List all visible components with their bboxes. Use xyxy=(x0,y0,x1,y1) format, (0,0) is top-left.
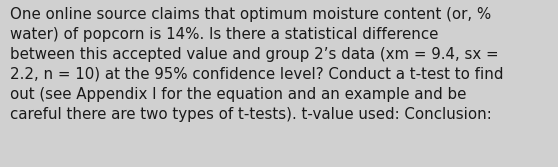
Text: One online source claims that optimum moisture content (or, %
water) of popcorn : One online source claims that optimum mo… xyxy=(10,7,503,122)
